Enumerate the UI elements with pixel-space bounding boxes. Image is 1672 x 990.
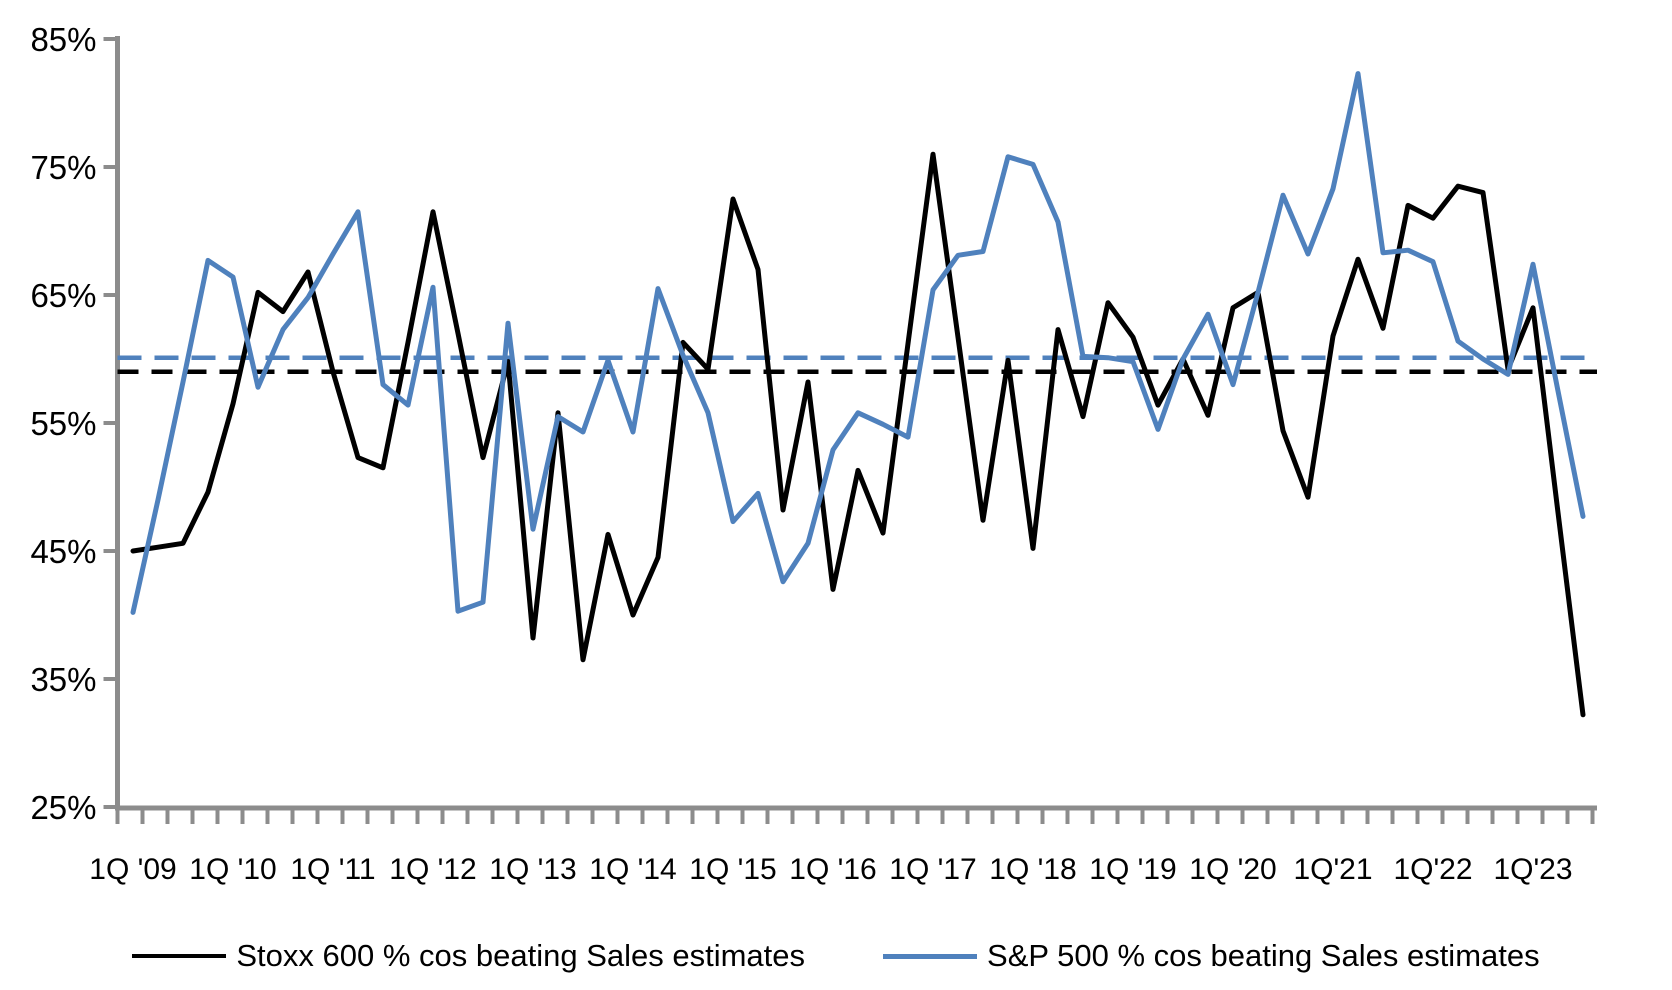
x-axis-label: 1Q '13 (489, 853, 576, 886)
y-axis-label: 65% (30, 277, 96, 314)
legend: Stoxx 600 % cos beating Sales estimates … (0, 938, 1672, 974)
legend-label-stoxx600: Stoxx 600 % cos beating Sales estimates (236, 938, 806, 973)
x-axis-label: 1Q '09 (89, 853, 176, 886)
y-axis-label: 75% (30, 149, 96, 186)
x-axis-label: 1Q '19 (1089, 853, 1176, 886)
y-axis-label: 25% (30, 789, 96, 826)
x-axis-label: 1Q '20 (1189, 853, 1276, 886)
x-axis-label: 1Q '18 (989, 853, 1076, 886)
sp500-line-swatch-icon (883, 953, 978, 959)
stoxx600-line-swatch-icon (132, 954, 227, 958)
x-axis-label: 1Q '15 (689, 853, 776, 886)
sp500-series-line (130, 71, 1586, 615)
y-axis-label: 35% (30, 661, 96, 698)
x-axis-label: 1Q '10 (189, 853, 276, 886)
y-axis-label: 55% (30, 405, 96, 442)
stoxx600-series-line (130, 151, 1586, 718)
x-axis-label: 1Q '16 (789, 853, 876, 886)
legend-label-sp500: S&P 500 % cos beating Sales estimates (987, 938, 1540, 973)
x-axis-label: 1Q'23 (1493, 853, 1572, 886)
x-axis-label: 1Q '11 (290, 853, 375, 886)
x-axis-label: 1Q '14 (589, 853, 676, 886)
y-axis-label: 85% (30, 21, 96, 58)
legend-item-sp500: S&P 500 % cos beating Sales estimates (883, 938, 1540, 974)
legend-item-stoxx600: Stoxx 600 % cos beating Sales estimates (132, 938, 805, 974)
x-axis-label: 1Q'21 (1293, 853, 1372, 886)
x-axis-label: 1Q'22 (1393, 853, 1472, 886)
x-axis-label: 1Q '12 (389, 853, 476, 886)
y-axis-label: 45% (30, 533, 96, 570)
x-axis-label: 1Q '17 (889, 853, 976, 886)
